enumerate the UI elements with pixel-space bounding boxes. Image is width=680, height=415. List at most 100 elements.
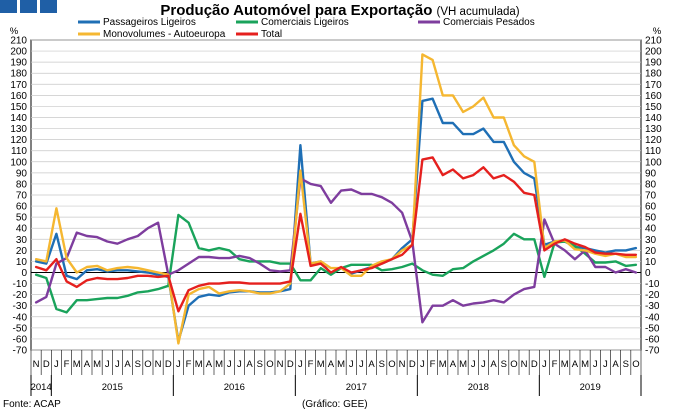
- y-tick-left: -50: [13, 323, 28, 334]
- y-tick-right: -50: [645, 323, 660, 334]
- y-tick-right: -20: [645, 290, 660, 301]
- y-tick-right: 120: [645, 135, 662, 146]
- y-tick-left: -60: [13, 334, 28, 345]
- y-tick-left: 170: [10, 80, 27, 91]
- x-month-label: O: [388, 359, 395, 370]
- y-tick-right: -30: [645, 301, 660, 312]
- x-month-label: A: [572, 359, 579, 370]
- x-month-label: J: [349, 359, 354, 370]
- x-month-label: M: [459, 359, 467, 370]
- y-tick-right: 140: [645, 113, 662, 124]
- y-tick-left: 70: [16, 191, 28, 202]
- x-year-label: 2019: [580, 382, 601, 393]
- x-month-label: N: [399, 359, 406, 370]
- y-tick-left: 50: [16, 213, 28, 224]
- x-month-label: D: [531, 359, 538, 370]
- x-month-label: M: [317, 359, 325, 370]
- x-month-label: A: [368, 359, 375, 370]
- brand-logo: [0, 0, 57, 13]
- x-month-label: M: [561, 359, 569, 370]
- y-tick-left: 20: [16, 246, 28, 257]
- x-month-label: J: [593, 359, 598, 370]
- x-month-label: M: [215, 359, 223, 370]
- x-month-label: O: [632, 359, 639, 370]
- x-month-label: D: [165, 359, 172, 370]
- x-month-label: S: [135, 359, 141, 370]
- x-month-label: J: [420, 359, 425, 370]
- legend-label-comerciais-pesados: Comerciais Pesados: [443, 17, 535, 28]
- x-year-label: 2015: [102, 382, 123, 393]
- y-tick-left: 190: [10, 58, 27, 69]
- y-tick-right: 180: [645, 69, 662, 80]
- x-month-label: F: [430, 359, 436, 370]
- y-tick-left: 100: [10, 157, 27, 168]
- source-note: Fonte: ACAP: [3, 399, 61, 410]
- y-tick-right: -60: [645, 334, 660, 345]
- x-month-label: A: [246, 359, 253, 370]
- y-tick-right: -70: [645, 346, 660, 357]
- chart-subtitle: (VH acumulada): [436, 6, 520, 18]
- x-month-label: F: [308, 359, 314, 370]
- x-year-label: 2016: [224, 382, 245, 393]
- y-tick-right: 170: [645, 80, 662, 91]
- x-month-label: F: [552, 359, 558, 370]
- x-month-label: D: [409, 359, 416, 370]
- y-tick-left: 130: [10, 124, 27, 135]
- y-tick-left: 10: [16, 257, 28, 268]
- y-tick-right: 110: [645, 146, 661, 157]
- y-tick-left: 80: [16, 179, 28, 190]
- y-tick-right: 100: [645, 157, 662, 168]
- x-month-label: S: [623, 359, 629, 370]
- legend-label-passageiros-ligeiros: Passageiros Ligeiros: [103, 17, 196, 28]
- y-tick-left: -40: [13, 312, 28, 323]
- y-tick-right: 0: [645, 268, 651, 279]
- y-tick-left: 60: [16, 202, 28, 213]
- y-tick-right: 60: [645, 202, 657, 213]
- legend-label-monovolumes-autoeuropa: Monovolumes - Autoeuropa: [103, 29, 226, 40]
- series-line-passageiros-ligeiros: [34, 97, 638, 343]
- x-month-label: A: [84, 359, 91, 370]
- series-line-comerciais-pesados: [34, 177, 638, 324]
- x-month-label: M: [581, 359, 589, 370]
- x-month-label: N: [521, 359, 528, 370]
- legend-label-comerciais-ligeiros: Comerciais Ligeiros: [261, 17, 349, 28]
- x-month-label: S: [257, 359, 263, 370]
- y-tick-right: 30: [645, 235, 657, 246]
- x-month-label: J: [471, 359, 476, 370]
- x-month-label: J: [176, 359, 181, 370]
- y-tick-right: 50: [645, 213, 657, 224]
- x-month-label: F: [64, 359, 70, 370]
- y-tick-right: -10: [645, 279, 660, 290]
- y-axis-label-right: %: [653, 26, 662, 37]
- y-tick-left: 150: [10, 102, 27, 113]
- y-tick-right: 80: [645, 179, 657, 190]
- y-axis-label-left: %: [10, 26, 19, 37]
- x-month-label: D: [287, 359, 294, 370]
- series-line-comerciais-ligeiros: [34, 213, 638, 314]
- x-month-label: J: [481, 359, 486, 370]
- x-month-label: M: [439, 359, 447, 370]
- y-tick-left: 120: [10, 135, 27, 146]
- x-month-label: J: [359, 359, 364, 370]
- y-tick-right: 90: [645, 168, 657, 179]
- x-month-label: O: [510, 359, 517, 370]
- y-tick-left: 90: [16, 168, 28, 179]
- x-month-label: J: [542, 359, 547, 370]
- y-tick-right: 130: [645, 124, 662, 135]
- x-month-label: A: [328, 359, 335, 370]
- y-tick-left: 200: [10, 47, 27, 58]
- x-month-label: M: [195, 359, 203, 370]
- y-tick-left: -30: [13, 301, 28, 312]
- y-tick-left: -70: [13, 346, 28, 357]
- y-tick-right: 210: [645, 36, 662, 47]
- y-tick-left: 140: [10, 113, 27, 124]
- y-tick-right: 20: [645, 246, 657, 257]
- y-tick-right: 200: [645, 47, 662, 58]
- x-month-label: D: [43, 359, 50, 370]
- x-month-label: M: [93, 359, 101, 370]
- y-tick-left: 30: [16, 235, 28, 246]
- x-month-label: J: [298, 359, 303, 370]
- x-month-label: S: [501, 359, 507, 370]
- y-tick-right: 70: [645, 191, 657, 202]
